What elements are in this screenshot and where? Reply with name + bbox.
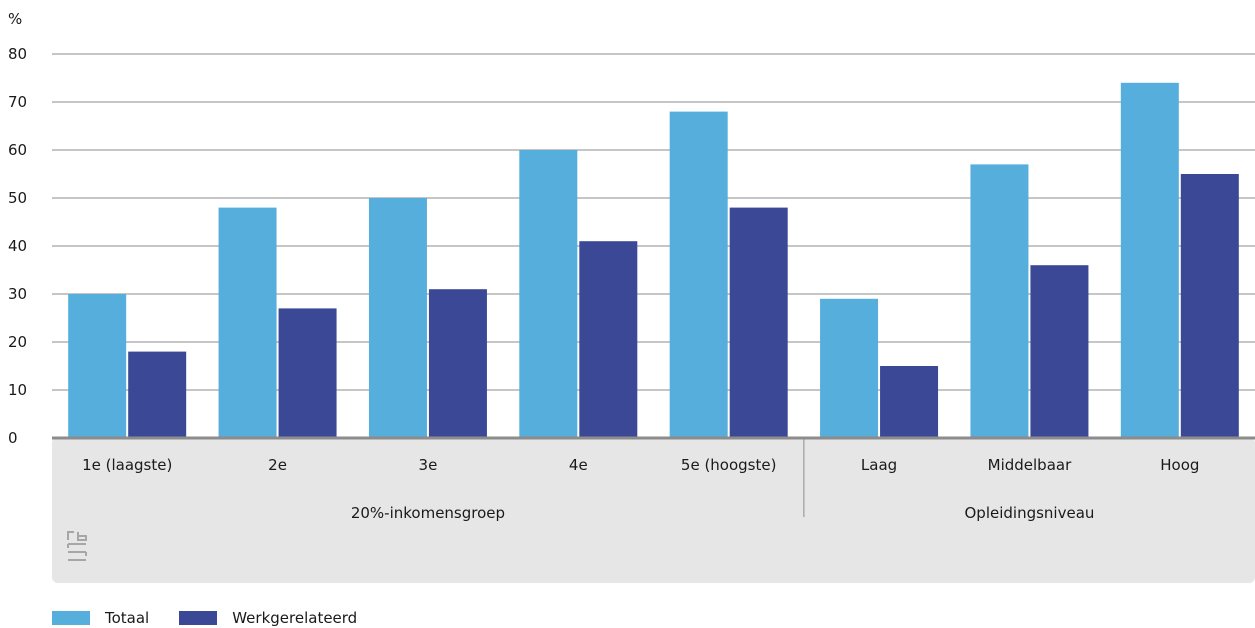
x-tick-label: Laag xyxy=(861,456,897,474)
legend-swatch-totaal xyxy=(52,611,90,625)
group-label: Opleidingsniveau xyxy=(964,504,1094,522)
bar-totaal-2 xyxy=(218,207,277,438)
bars xyxy=(68,82,1239,439)
bar-werkgerelateerd-6 xyxy=(880,366,939,438)
x-tick-label: Hoog xyxy=(1160,456,1199,474)
legend-item-werkgerelateerd: Werkgerelateerd xyxy=(179,609,357,627)
legend-label-totaal: Totaal xyxy=(105,609,150,627)
bar-werkgerelateerd-5 xyxy=(729,207,788,438)
bar-totaal-1 xyxy=(68,294,127,438)
bar-werkgerelateerd-1 xyxy=(128,351,187,438)
bar-totaal-7 xyxy=(970,164,1029,438)
axes: 0 10 20 30 40 50 60 70 80 xyxy=(8,45,1255,447)
y-tick-label: 30 xyxy=(8,285,27,303)
category-labels: 1e (laagste) 2e 3e 4e 5e (hoogste) Laag Middel… xyxy=(82,438,1199,522)
y-tick-label: 40 xyxy=(8,237,27,255)
cbs-logo-icon xyxy=(67,531,87,561)
group-label: 20%-inkomensgroep xyxy=(351,504,505,522)
legend-item-totaal: Totaal xyxy=(52,609,149,627)
x-tick-label: 5e (hoogste) xyxy=(681,456,777,474)
bar-werkgerelateerd-4 xyxy=(579,241,638,438)
legend: Totaal Werkgerelateerd xyxy=(52,609,387,627)
bar-totaal-6 xyxy=(820,298,879,438)
bar-werkgerelateerd-8 xyxy=(1180,174,1239,438)
y-tick-label: 10 xyxy=(8,381,27,399)
y-tick-label: 20 xyxy=(8,333,27,351)
bar-totaal-3 xyxy=(368,198,427,438)
category-panel xyxy=(52,437,1255,583)
bar-totaal-5 xyxy=(669,111,728,438)
bar-werkgerelateerd-3 xyxy=(428,289,487,438)
y-tick-label: 0 xyxy=(8,429,18,447)
x-tick-label: 4e xyxy=(569,456,588,474)
y-tick-label: 60 xyxy=(8,141,27,159)
y-tick-label: 50 xyxy=(8,189,27,207)
legend-label-werkgerelateerd: Werkgerelateerd xyxy=(232,609,358,627)
bar-totaal-8 xyxy=(1120,82,1179,439)
x-tick-label: 3e xyxy=(419,456,438,474)
y-axis-unit-label: % xyxy=(8,10,22,28)
bar-totaal-4 xyxy=(519,150,578,438)
y-tick-label: 80 xyxy=(8,45,27,63)
x-tick-label: 2e xyxy=(268,456,287,474)
legend-swatch-werkgerelateerd xyxy=(179,611,218,625)
bar-werkgerelateerd-7 xyxy=(1030,265,1089,438)
x-tick-label: Middelbaar xyxy=(988,456,1072,474)
x-tick-label: 1e (laagste) xyxy=(82,456,172,474)
y-tick-label: 70 xyxy=(8,93,27,111)
bar-werkgerelateerd-2 xyxy=(278,308,337,438)
